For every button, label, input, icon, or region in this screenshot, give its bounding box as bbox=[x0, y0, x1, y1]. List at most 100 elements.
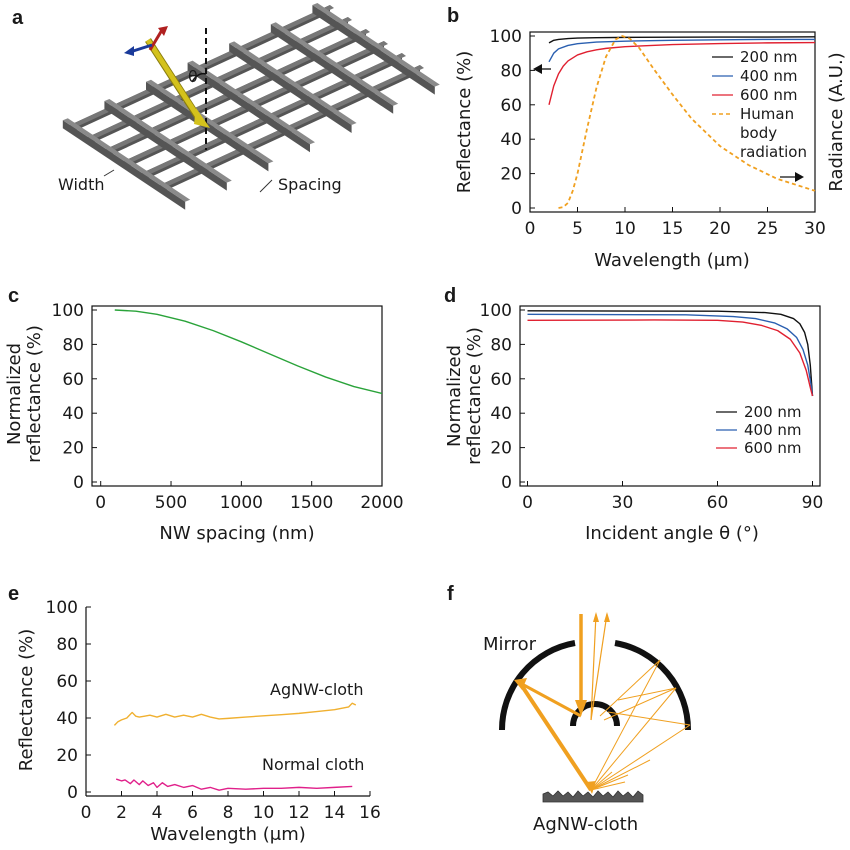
chart-d-series-line-1 bbox=[527, 313, 814, 397]
chart-c-frame bbox=[91, 305, 383, 487]
chart-e-annotation-agnw: AgNW-cloth bbox=[270, 680, 363, 699]
chart-c-xlabel: NW spacing (nm) bbox=[159, 523, 314, 544]
panel-f-schematic: Mirror AgNW-cloth bbox=[483, 612, 692, 835]
ray-reflect-3 bbox=[617, 687, 677, 701]
nanowire-bar bbox=[142, 53, 406, 176]
theta-label: θ bbox=[188, 67, 198, 86]
chart-e-xtick-label: 12 bbox=[288, 803, 310, 823]
chart-b-ytick-label: 40 bbox=[500, 130, 522, 150]
width-label: Width bbox=[58, 175, 104, 194]
chart-e-xtick-label: 8 bbox=[223, 803, 234, 823]
chart-b-xtick-label: 20 bbox=[709, 219, 731, 239]
d-legend-label-200nm: 200 nm bbox=[744, 403, 802, 421]
chart-d-xtick-label: 0 bbox=[522, 493, 533, 513]
chart-d: Incident angle θ (°) Normalized reflecta… bbox=[444, 301, 823, 544]
panel-e-letter: e bbox=[8, 583, 19, 605]
mirror-left-arc bbox=[498, 640, 576, 731]
nanowire-bar-side bbox=[270, 24, 394, 114]
mirror-right-arc bbox=[614, 640, 692, 731]
agnw-cloth-label: AgNW-cloth bbox=[533, 814, 638, 835]
e-field-arrowhead bbox=[158, 26, 168, 36]
nanowire-bar-side bbox=[312, 5, 435, 95]
chart-b-series-line-1 bbox=[548, 38, 815, 63]
chart-c-ytick-label: 80 bbox=[62, 335, 84, 355]
chart-c-ytick-label: 0 bbox=[73, 473, 84, 493]
spacing-indicator bbox=[259, 179, 273, 193]
nanowire-bar bbox=[104, 99, 232, 183]
panel-f-letter: f bbox=[447, 583, 454, 605]
legend-label-600nm: 600 nm bbox=[740, 86, 798, 104]
chart-e-series-line-1 bbox=[115, 778, 353, 791]
chart-e-xtick-label: 4 bbox=[152, 803, 163, 823]
ray-left-down bbox=[518, 681, 593, 792]
ray-reflect-4 bbox=[607, 711, 691, 726]
d-legend-label-400nm: 400 nm bbox=[744, 421, 802, 439]
ray-scatter-3 bbox=[590, 724, 691, 791]
chart-d-ytick-label: 20 bbox=[490, 439, 512, 459]
left-axis-pointer-head bbox=[533, 64, 542, 74]
chart-b-series-line-2 bbox=[548, 41, 816, 105]
chart-b-ytick-label: 20 bbox=[500, 165, 522, 185]
chart-d-series-line-0 bbox=[527, 310, 814, 397]
chart-e-ytick-label: 40 bbox=[56, 709, 78, 729]
chart-e-xtick-label: 0 bbox=[81, 803, 92, 823]
chart-c-ytick-label: 40 bbox=[62, 404, 84, 424]
panel-c-letter: c bbox=[8, 285, 19, 307]
e-field-vector bbox=[148, 29, 164, 51]
h-field-arrowhead bbox=[124, 46, 134, 56]
chart-b: Wavelength (μm) Reflectance (%) Radiance… bbox=[454, 27, 847, 271]
mirror-label: Mirror bbox=[483, 634, 537, 655]
ray-up-2 bbox=[590, 613, 608, 721]
ray-scatter-6 bbox=[590, 781, 626, 791]
nanowire-bar bbox=[229, 41, 357, 125]
chart-e-ytick-label: 80 bbox=[56, 635, 78, 655]
nanowire-bar-side bbox=[62, 120, 186, 210]
ray-up-2-head bbox=[604, 612, 610, 622]
incident-beam bbox=[145, 38, 203, 122]
ray-up-1 bbox=[590, 613, 597, 721]
chart-e-series-line-0 bbox=[113, 702, 357, 726]
ray-to-left-mirror bbox=[519, 681, 582, 718]
chart-b-xtick-label: 15 bbox=[662, 219, 684, 239]
nanowire-bar bbox=[70, 5, 334, 128]
ray-reflect-2 bbox=[599, 659, 661, 717]
chart-e-xtick-label: 2 bbox=[116, 803, 127, 823]
nanowire-bar bbox=[106, 29, 370, 152]
chart-b-ytick-label: 60 bbox=[500, 96, 522, 116]
chart-c-series-line-0 bbox=[114, 309, 383, 395]
chart-c-ylabel: Normalized reflectance (%) bbox=[4, 325, 45, 463]
chart-d-ylabel-line2: reflectance (%) bbox=[464, 327, 485, 465]
panel-b-letter: b bbox=[447, 5, 459, 27]
chart-c-ylabel-line1: Normalized bbox=[4, 343, 25, 445]
nanowire-grid bbox=[62, 3, 440, 210]
chart-e-annotation-normal: Normal cloth bbox=[262, 755, 364, 774]
chart-e-ylabel: Reflectance (%) bbox=[16, 629, 37, 771]
chart-b-xtick-label: 30 bbox=[804, 219, 826, 239]
chart-e-ytick-label: 60 bbox=[56, 672, 78, 692]
chart-c: NW spacing (nm) Normalized reflectance (… bbox=[4, 301, 404, 544]
d-legend-label-600nm: 600 nm bbox=[744, 439, 802, 457]
width-indicator bbox=[103, 169, 115, 177]
ray-up-1-head bbox=[593, 612, 599, 622]
chart-d-ytick-label: 100 bbox=[480, 301, 512, 321]
chart-b-legend: 200 nm 400 nm 600 nm Human body radiation bbox=[712, 48, 807, 161]
nanowire-bar bbox=[187, 60, 315, 145]
chart-c-xtick-label: 0 bbox=[95, 493, 106, 513]
ray-scatter-5 bbox=[590, 774, 629, 791]
right-axis-pointer-head bbox=[795, 172, 804, 182]
chart-d-ytick-label: 60 bbox=[490, 370, 512, 390]
angle-arc bbox=[191, 72, 207, 83]
chart-c-xtick-label: 2000 bbox=[360, 493, 403, 513]
chart-c-xtick-label: 1500 bbox=[290, 493, 333, 513]
mirror-center-arc bbox=[570, 701, 620, 727]
nanowire-bar bbox=[124, 41, 388, 164]
chart-d-xtick-label: 30 bbox=[612, 493, 634, 513]
chart-b-series-line-3 bbox=[558, 35, 816, 209]
chart-d-frame bbox=[519, 305, 821, 487]
chart-b-xtick-label: 10 bbox=[614, 219, 636, 239]
chart-d-ytick-label: 80 bbox=[490, 335, 512, 355]
chart-e-xlabel: Wavelength (μm) bbox=[150, 824, 306, 845]
chart-b-y2label: Radiance (A.U.) bbox=[826, 52, 847, 191]
light-rays bbox=[514, 612, 691, 794]
nanowire-bar bbox=[146, 79, 274, 164]
